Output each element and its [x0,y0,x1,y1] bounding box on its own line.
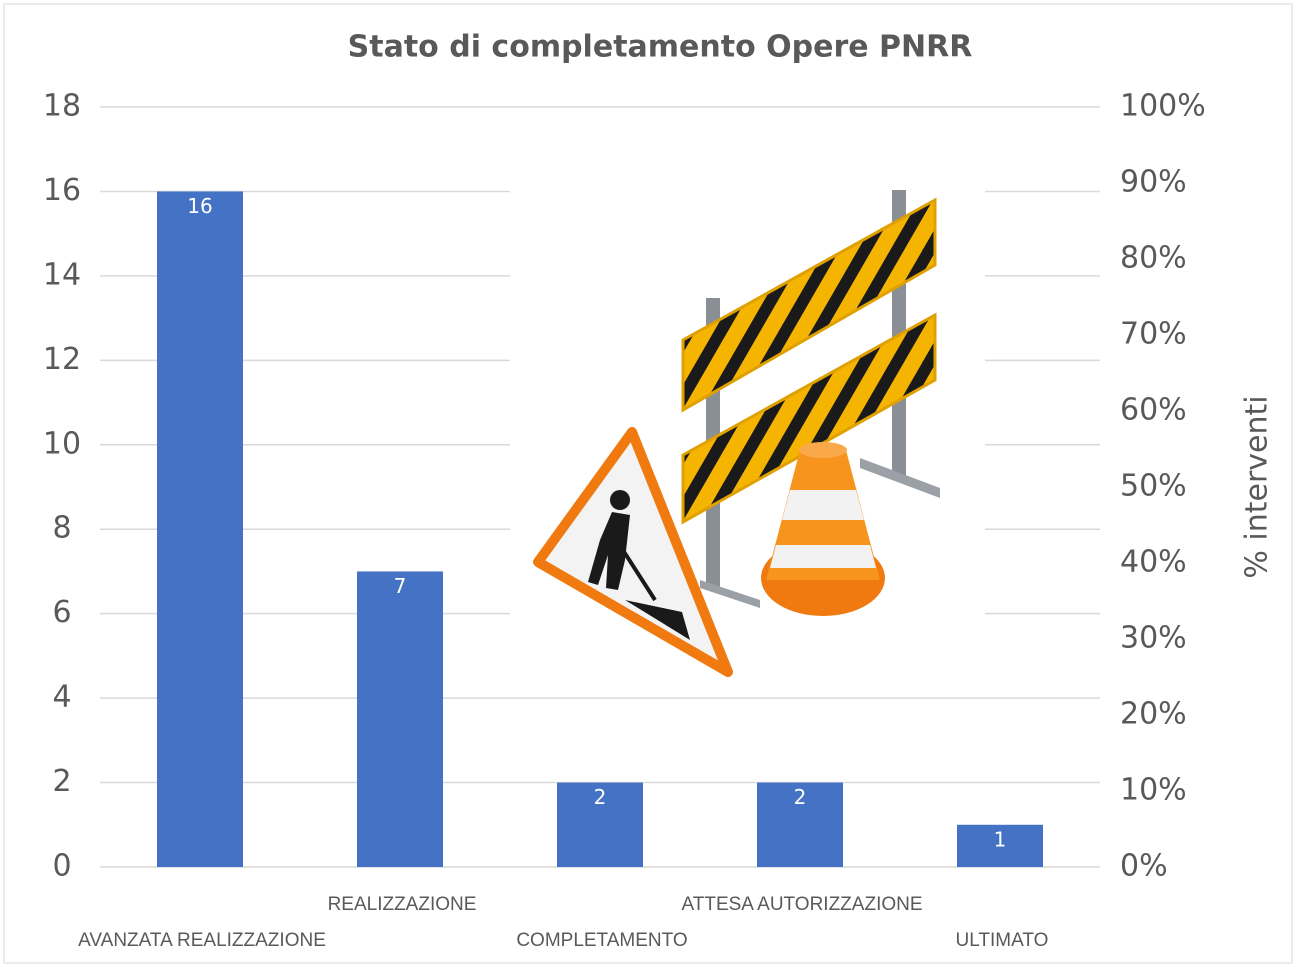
y-tick-label: 14 [43,257,81,292]
y2-tick-label: 70% [1120,317,1187,352]
y2-tick-label: 100% [1120,89,1206,124]
y2-tick-label: 90% [1120,165,1187,200]
y-tick-label: 2 [52,764,71,799]
y-tick-label: 4 [52,680,71,715]
data-label: 16 [187,194,212,218]
x-tick-label: COMPLETAMENTO [516,930,687,951]
chart-title: Stato di completamento Opere PNRR [348,30,973,65]
bar [157,191,243,867]
data-label: 1 [994,827,1007,851]
y-tick-label: 16 [43,173,81,208]
y2-tick-label: 0% [1120,849,1168,884]
y-tick-label: 18 [43,89,81,124]
y2-tick-label: 80% [1120,241,1187,276]
y2-tick-label: 50% [1120,469,1187,504]
y2-tick-label: 60% [1120,393,1187,428]
y-tick-label: 10 [43,426,81,461]
y2-axis-label: % interventi [1240,395,1275,578]
x-tick-label: ATTESA AUTORIZZAZIONE [681,894,922,915]
illustration [510,150,985,690]
y-tick-label: 6 [52,595,71,630]
x-tick-label: ULTIMATO [956,930,1049,951]
y2-tick-label: 30% [1120,621,1187,656]
data-label: 2 [794,785,807,809]
y-tick-label: 8 [52,511,71,546]
chart: Stato di completamento Opere PNRR % inte… [0,0,1296,967]
x-tick-label: AVANZATA REALIZZAZIONE [78,930,326,951]
y-tick-label: 0 [52,849,71,884]
data-label: 2 [594,785,607,809]
data-label: 7 [394,574,407,598]
page: {"chart_data": {"type": "bar", "title": … [0,0,1296,967]
x-tick-label: REALIZZAZIONE [328,894,477,915]
y-tick-label: 12 [43,342,81,377]
y2-tick-label: 20% [1120,697,1187,732]
y2-tick-label: 10% [1120,773,1187,808]
bar [357,571,443,867]
y2-tick-label: 40% [1120,545,1187,580]
